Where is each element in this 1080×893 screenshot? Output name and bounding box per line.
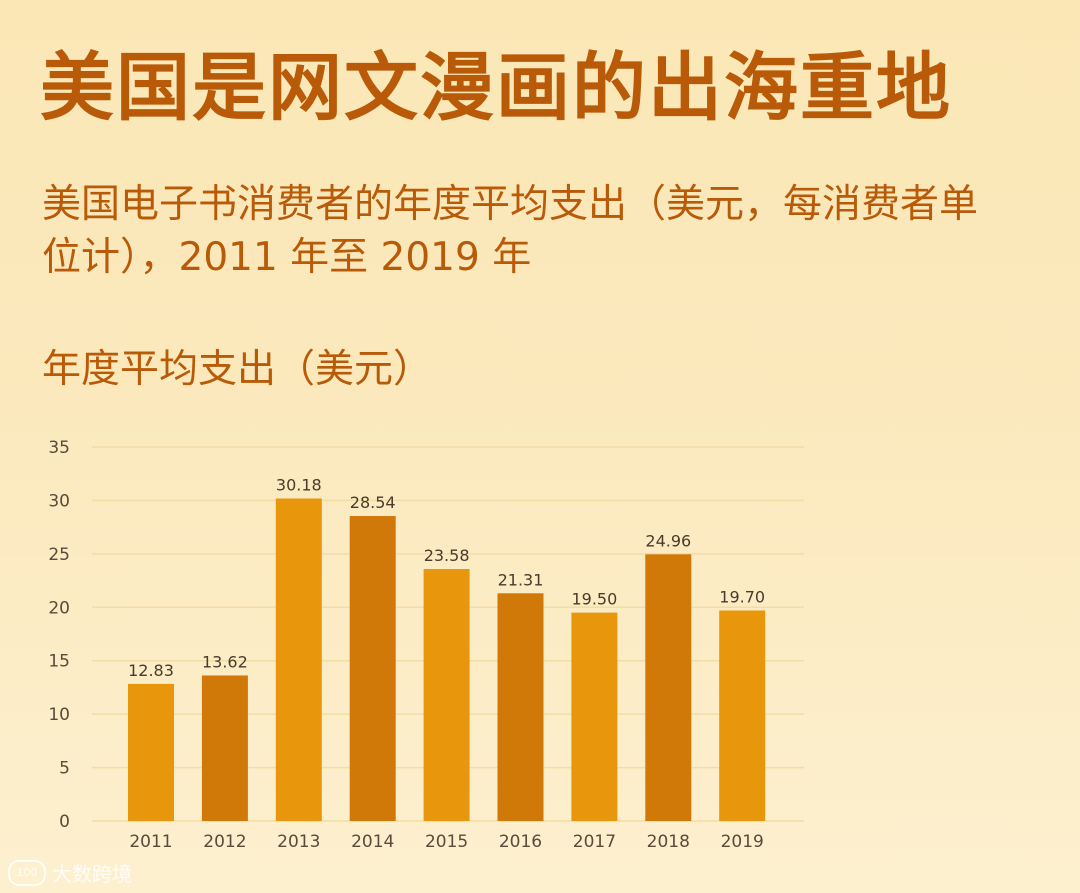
bar-chart: 0 5 10 15 20 25 30 35 12.83 2011 13.62 2012 30.18 201… (48, 438, 804, 852)
bar-value-label: 13.62 (202, 652, 248, 671)
y-tick-label: 30 (48, 491, 70, 511)
bar (201, 675, 248, 821)
bar-value-label: 24.96 (645, 531, 691, 550)
y-tick-label: 10 (48, 705, 70, 725)
watermark-text: 大数跨境 (52, 862, 132, 886)
y-tick-label: 0 (59, 812, 70, 832)
x-tick-label: 2019 (721, 832, 764, 852)
bar (719, 610, 766, 821)
100-logo-icon: 100 (8, 859, 46, 886)
bar-value-label: 23.58 (424, 546, 470, 565)
bar-value-label: 28.54 (350, 493, 396, 512)
bar (497, 593, 544, 821)
y-axis-label: 年度平均支出（美元） (42, 347, 433, 392)
x-tick-label: 2014 (351, 832, 394, 852)
page-title: 美国是网文漫画的出海重地 (40, 45, 952, 131)
x-tick-label: 2016 (499, 832, 542, 852)
bar (423, 569, 470, 821)
bar-value-label: 21.31 (498, 570, 544, 589)
bar-value-label: 30.18 (276, 476, 322, 495)
x-tick-label: 2017 (573, 832, 616, 852)
bar-value-label: 19.50 (571, 590, 617, 609)
y-tick-label: 35 (48, 438, 70, 458)
y-tick-label: 5 (59, 759, 70, 779)
x-tick-label: 2013 (277, 832, 320, 852)
x-tick-label: 2012 (203, 832, 246, 852)
bar-value-label: 19.70 (719, 587, 765, 606)
y-tick-label: 20 (48, 598, 70, 618)
watermark: 100 大数跨境 (8, 858, 132, 887)
y-tick-label: 25 (48, 545, 70, 565)
bar (349, 516, 396, 821)
bar-value-label: 12.83 (128, 661, 174, 680)
x-tick-label: 2011 (129, 832, 172, 852)
x-tick-label: 2015 (425, 832, 468, 852)
bar (645, 554, 692, 821)
y-tick-label: 15 (48, 652, 70, 672)
bar (275, 498, 322, 821)
chart-subtitle: 美国电子书消费者的年度平均支出（美元，每消费者单位计），2011 年至 2019… (42, 182, 979, 280)
x-tick-label: 2018 (647, 832, 690, 852)
bar (128, 683, 174, 821)
bar (571, 612, 618, 821)
